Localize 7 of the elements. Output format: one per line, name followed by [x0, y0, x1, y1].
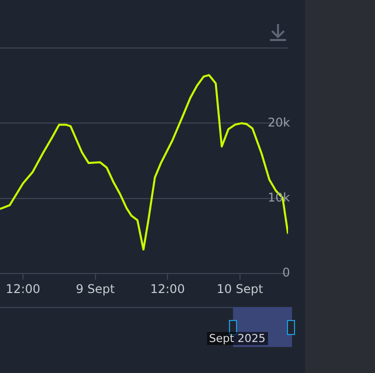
- x-tick-label: 12:00: [150, 282, 185, 296]
- x-tick-label: 9 Sept: [76, 282, 115, 296]
- x-tick-label: 10 Sept: [216, 282, 264, 296]
- x-tick-label: 12:00: [6, 282, 40, 296]
- y-tick-label: 0: [282, 266, 290, 280]
- y-tick-label: 20k: [268, 115, 290, 130]
- text: Sept 2025: [207, 332, 268, 345]
